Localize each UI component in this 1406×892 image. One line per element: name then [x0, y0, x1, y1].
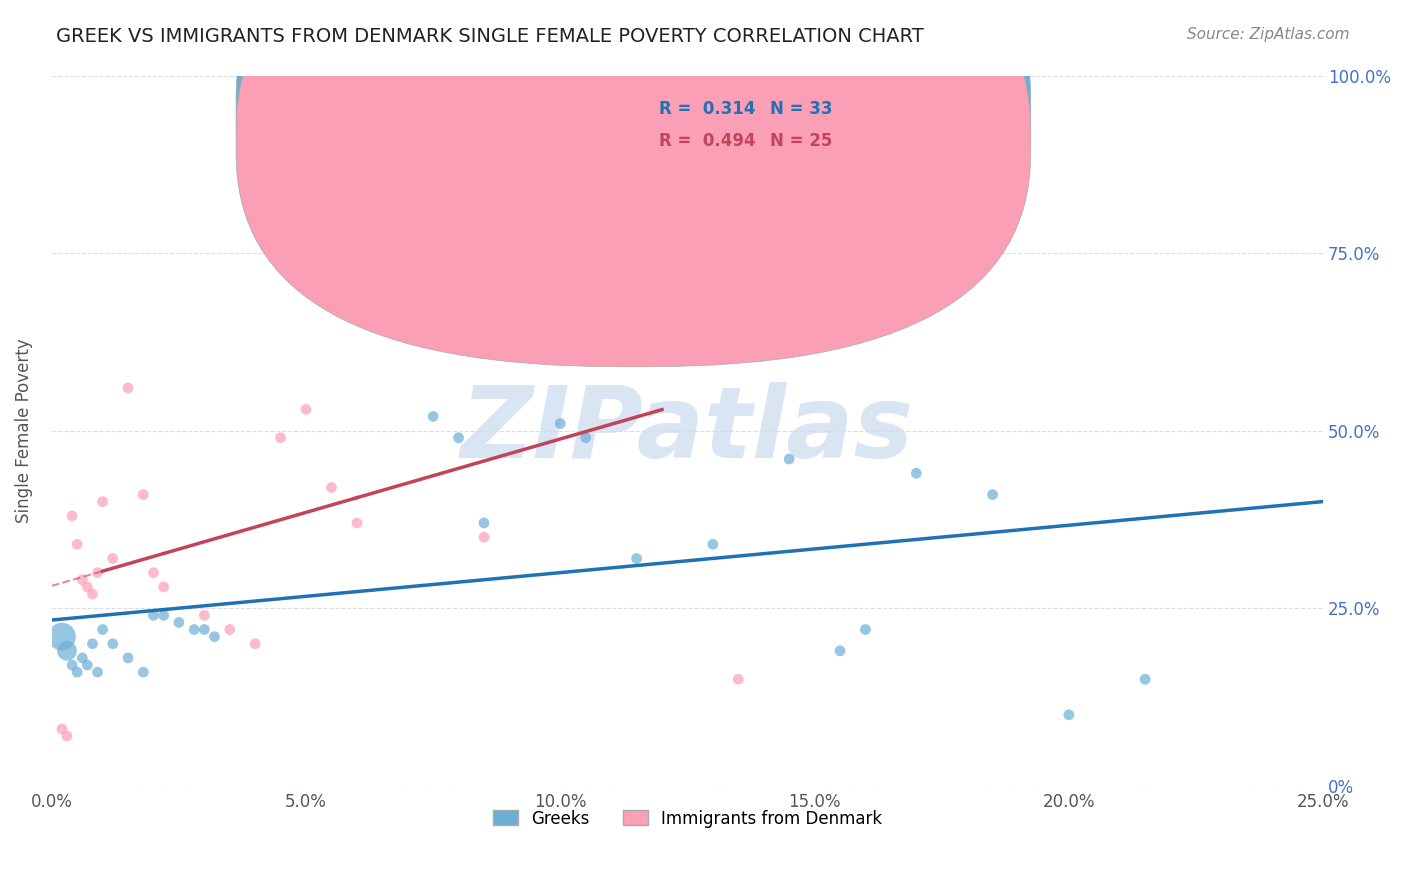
- Greeks: [1057, 707, 1080, 722]
- Greeks: [702, 537, 724, 551]
- Immigrants from Denmark: [243, 637, 266, 651]
- Text: Source: ZipAtlas.com: Source: ZipAtlas.com: [1187, 27, 1350, 42]
- Greeks: [86, 665, 108, 680]
- Immigrants from Denmark: [66, 537, 89, 551]
- Immigrants from Denmark: [218, 623, 240, 637]
- Greeks: [142, 608, 165, 623]
- Immigrants from Denmark: [270, 431, 292, 445]
- Greeks: [905, 467, 928, 481]
- Immigrants from Denmark: [193, 608, 215, 623]
- Greeks: [626, 551, 648, 566]
- Immigrants from Denmark: [727, 672, 749, 686]
- Greeks: [167, 615, 190, 630]
- Legend: Greeks, Immigrants from Denmark: Greeks, Immigrants from Denmark: [486, 803, 889, 834]
- Greeks: [60, 658, 83, 673]
- Text: R =  0.494: R = 0.494: [659, 132, 756, 150]
- Immigrants from Denmark: [117, 381, 139, 395]
- Greeks: [193, 623, 215, 637]
- Greeks: [82, 637, 104, 651]
- Greeks: [66, 665, 89, 680]
- Immigrants from Denmark: [142, 566, 165, 580]
- Immigrants from Denmark: [86, 566, 108, 580]
- Immigrants from Denmark: [76, 580, 98, 594]
- Greeks: [422, 409, 444, 424]
- Immigrants from Denmark: [295, 402, 318, 417]
- Greeks: [101, 637, 124, 651]
- Greeks: [1133, 672, 1156, 686]
- Immigrants from Denmark: [152, 580, 174, 594]
- Greeks: [117, 651, 139, 665]
- Immigrants from Denmark: [72, 573, 94, 587]
- Text: GREEK VS IMMIGRANTS FROM DENMARK SINGLE FEMALE POVERTY CORRELATION CHART: GREEK VS IMMIGRANTS FROM DENMARK SINGLE …: [56, 27, 924, 45]
- FancyBboxPatch shape: [599, 83, 904, 168]
- Immigrants from Denmark: [56, 729, 79, 743]
- Text: R =  0.314: R = 0.314: [659, 100, 756, 118]
- Greeks: [76, 658, 98, 673]
- Greeks: [152, 608, 174, 623]
- Greeks: [981, 487, 1004, 501]
- FancyBboxPatch shape: [236, 0, 1031, 367]
- Greeks: [132, 665, 155, 680]
- Immigrants from Denmark: [346, 516, 368, 530]
- Greeks: [396, 331, 419, 345]
- Immigrants from Denmark: [132, 487, 155, 501]
- FancyBboxPatch shape: [236, 0, 1031, 334]
- Greeks: [183, 623, 205, 637]
- Immigrants from Denmark: [101, 551, 124, 566]
- Immigrants from Denmark: [91, 494, 114, 508]
- Greeks: [72, 651, 94, 665]
- Greeks: [550, 417, 572, 431]
- Greeks: [855, 623, 877, 637]
- Immigrants from Denmark: [82, 587, 104, 601]
- Text: N = 33: N = 33: [770, 100, 832, 118]
- Greeks: [472, 516, 495, 530]
- Immigrants from Denmark: [550, 97, 572, 112]
- Greeks: [51, 630, 73, 644]
- Text: N = 25: N = 25: [770, 132, 832, 150]
- Greeks: [204, 630, 226, 644]
- Immigrants from Denmark: [60, 508, 83, 523]
- Greeks: [778, 452, 800, 467]
- Greeks: [575, 431, 598, 445]
- Greeks: [56, 644, 79, 658]
- Greeks: [447, 431, 470, 445]
- Immigrants from Denmark: [51, 722, 73, 736]
- Immigrants from Denmark: [575, 317, 598, 331]
- Immigrants from Denmark: [321, 480, 343, 494]
- Greeks: [828, 644, 851, 658]
- Immigrants from Denmark: [472, 530, 495, 544]
- Greeks: [91, 623, 114, 637]
- Text: ZIPatlas: ZIPatlas: [461, 382, 914, 479]
- Y-axis label: Single Female Poverty: Single Female Poverty: [15, 338, 32, 523]
